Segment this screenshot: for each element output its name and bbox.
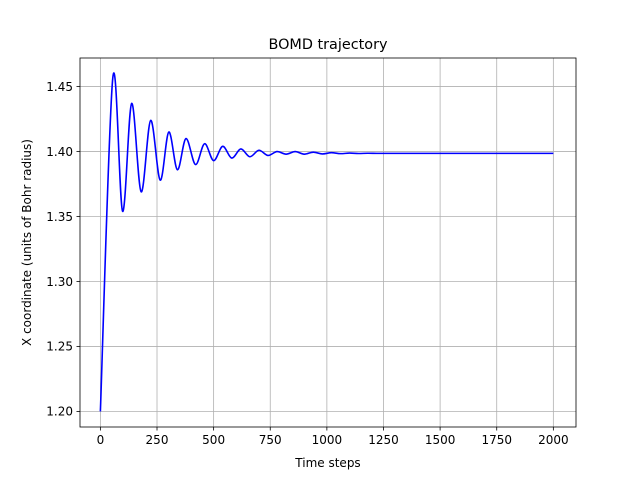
x-tick-label: 0 — [97, 433, 105, 447]
plot-area-frame — [79, 57, 577, 428]
x-tick-label: 1000 — [312, 433, 343, 447]
y-tick-label: 1.40 — [46, 145, 73, 159]
x-tick-label: 500 — [202, 433, 225, 447]
series-layer — [99, 72, 554, 412]
x-axis-label: Time steps — [294, 456, 360, 470]
x-tick-label: 1500 — [425, 433, 456, 447]
chart-title: BOMD trajectory — [268, 37, 388, 53]
y-tick-label: 1.20 — [46, 405, 73, 419]
x-tick-label: 1250 — [368, 433, 399, 447]
y-axis-label: X coordinate (units of Bohr radius) — [20, 139, 34, 346]
x-tick-label: 250 — [146, 433, 169, 447]
y-tick-label: 1.35 — [46, 210, 73, 224]
y-tick-label: 1.25 — [46, 340, 73, 354]
series-line — [99, 72, 554, 412]
y-tick-label: 1.30 — [46, 275, 73, 289]
x-tick-label: 1750 — [481, 433, 512, 447]
x-tick-label: 2000 — [538, 433, 569, 447]
grid-lines — [80, 58, 576, 427]
x-tick-label: 750 — [259, 433, 282, 447]
axis-ticks: 0 250 500 750 1000 1250 1500 1750 2000 1.20 1.25 1.… — [46, 80, 568, 447]
y-tick-label: 1.45 — [46, 80, 73, 94]
